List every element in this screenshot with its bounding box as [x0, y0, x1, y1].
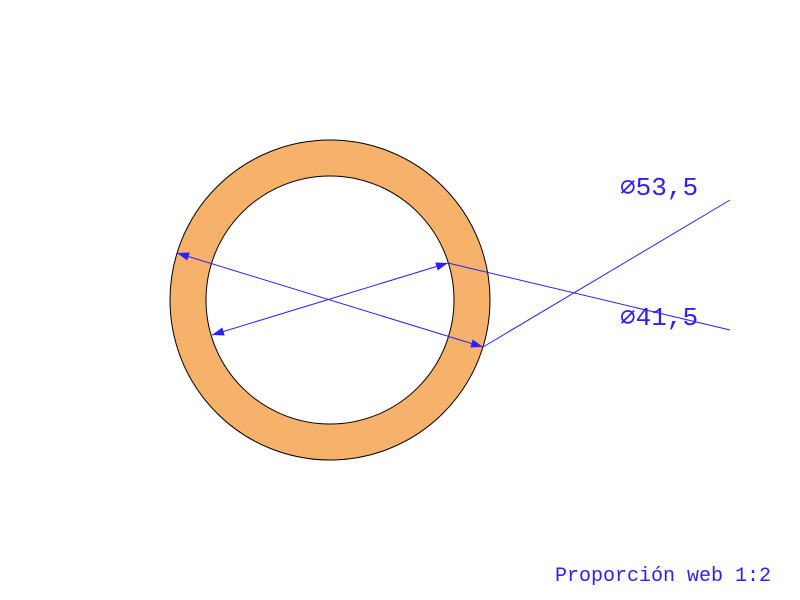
technical-drawing-svg: [0, 0, 800, 600]
drawing-canvas: ⌀53,5 ⌀41,5 Proporción web 1:2: [0, 0, 800, 600]
outer-diameter-label: ⌀53,5: [620, 172, 698, 203]
scale-footer-label: Proporción web 1:2: [555, 565, 771, 588]
inner-diameter-label: ⌀41,5: [620, 302, 698, 333]
